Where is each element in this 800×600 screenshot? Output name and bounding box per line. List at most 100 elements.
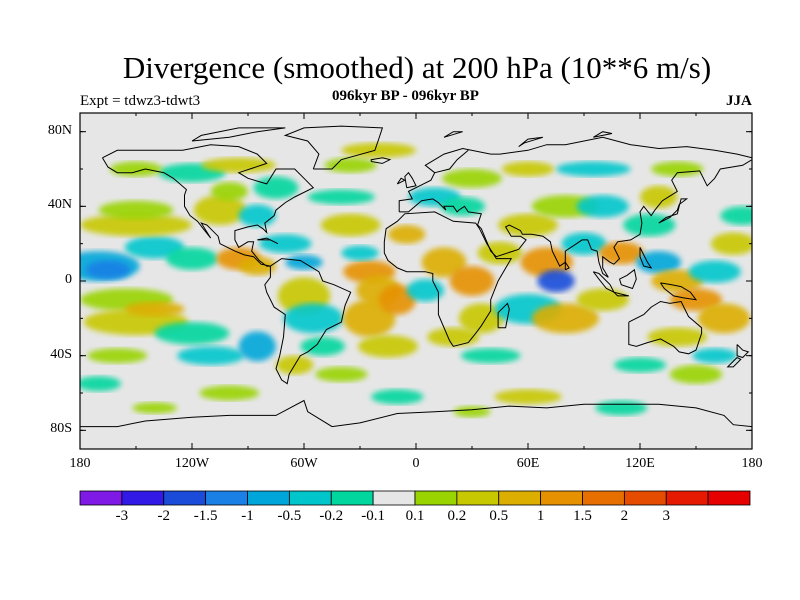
colorbar-swatch — [288, 490, 332, 506]
coastline — [443, 131, 463, 138]
coastline — [370, 157, 392, 164]
colorbar-swatch — [498, 490, 542, 506]
coastline — [101, 144, 315, 267]
field-patch — [640, 185, 678, 209]
field-patch — [132, 402, 178, 414]
colorbar-tick-label: -0.5 — [277, 508, 302, 524]
field-patch — [154, 322, 230, 345]
field-patch — [238, 256, 276, 276]
field-patch — [358, 335, 418, 358]
coastline — [518, 136, 544, 148]
field-patch — [201, 157, 276, 173]
field-patch — [561, 232, 607, 255]
colorbar-tick-label: -2 — [157, 508, 171, 524]
field-patch — [124, 301, 185, 317]
colorbar-swatch — [163, 490, 207, 506]
colorbar-tick-label: 1 — [536, 508, 545, 524]
field-patch — [449, 266, 495, 296]
field-patch — [165, 247, 219, 270]
axis-ticks — [79, 113, 753, 449]
lon-tick-label: 180 — [741, 456, 763, 471]
lon-tick-label: 120W — [174, 456, 210, 471]
field-patch — [341, 245, 379, 261]
colorbar-swatch — [205, 490, 248, 506]
colorbar-swatch — [79, 490, 123, 506]
coastline — [593, 131, 613, 138]
field-patch — [210, 182, 248, 201]
colorbar-swatch — [121, 490, 165, 506]
colorbar-swatch — [665, 490, 709, 506]
field-patch — [636, 251, 682, 274]
field-patch — [458, 303, 504, 334]
field-patch — [501, 161, 555, 177]
colorbar-tick-label: 2 — [620, 508, 629, 524]
experiment-label: Expt = tdwz3-tdwt3 — [80, 93, 201, 109]
coastlines — [80, 125, 752, 428]
field-patch — [720, 206, 752, 225]
colorbar-tick-label: -0.2 — [319, 508, 344, 524]
field-patch — [520, 247, 573, 278]
field-patch — [283, 303, 344, 334]
field-patch — [85, 260, 131, 280]
field-patch — [315, 366, 368, 382]
colorbar-tick-label: 3 — [662, 508, 671, 524]
field-patch — [193, 195, 247, 225]
colorbar-tick-label: 0.5 — [489, 508, 509, 524]
lat-tick-label: 0 — [65, 272, 72, 287]
field-patch — [378, 284, 417, 315]
colorbar-swatch — [623, 490, 667, 506]
colorbar-swatch — [540, 490, 583, 506]
coastline — [660, 282, 698, 301]
field-patch — [710, 232, 752, 255]
coastline — [404, 171, 417, 189]
field-patch — [388, 225, 426, 244]
coastline — [658, 198, 689, 224]
colorbar-tick-label: 0.1 — [405, 508, 425, 524]
field-patch — [80, 376, 122, 392]
lon-tick-label: 120E — [625, 456, 655, 471]
colorbar-tick-label: -1.5 — [193, 508, 218, 524]
colorbar-tick-label: -3 — [115, 508, 129, 524]
field-patch — [320, 213, 381, 237]
field-patch — [238, 331, 276, 362]
field-patch — [440, 197, 486, 216]
colorbar-swatch — [372, 490, 416, 506]
colorbar-swatch — [456, 490, 500, 506]
field-patch — [421, 247, 467, 278]
colorbar-tick-label: 0.2 — [447, 508, 467, 524]
season-label: JJA — [726, 93, 752, 109]
coastline — [257, 237, 279, 245]
field-patch — [697, 303, 751, 334]
coastline — [283, 125, 384, 170]
coastline — [396, 177, 406, 185]
field-patch — [494, 389, 562, 405]
coastline — [628, 300, 703, 355]
field-patch — [498, 213, 558, 237]
lon-tick-label: 60E — [516, 456, 540, 471]
colorbar-tick-label: 1.5 — [573, 508, 592, 524]
map-title: Divergence (smoothed) at 200 hPa (10**6 … — [122, 50, 712, 85]
field-patch — [253, 176, 299, 199]
field-patch — [427, 327, 480, 347]
field-patch — [651, 161, 704, 177]
lon-tick-label: 180 — [69, 456, 91, 471]
coastline — [613, 291, 629, 297]
field-patch — [688, 260, 741, 283]
coastline — [398, 136, 752, 212]
field-patch — [307, 189, 375, 205]
coastline — [736, 344, 750, 359]
colorbar-tick-label: -0.1 — [361, 508, 385, 524]
field-patch — [647, 327, 708, 347]
field-patch — [460, 348, 521, 364]
field-patch — [556, 161, 631, 177]
coastline — [191, 127, 286, 142]
field-patch — [576, 195, 629, 218]
lat-tick-label: 40N — [47, 197, 72, 213]
coastline — [497, 302, 510, 329]
field-patch — [692, 348, 738, 364]
colorbar-swatch — [582, 490, 625, 506]
coastline — [383, 211, 513, 347]
field-patch — [537, 269, 575, 293]
period-label: 096kyr BP - 096kyr BP — [332, 88, 479, 104]
